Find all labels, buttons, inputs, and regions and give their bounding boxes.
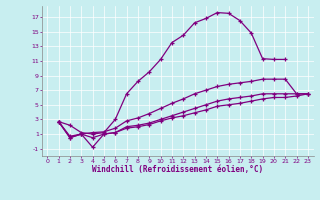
X-axis label: Windchill (Refroidissement éolien,°C): Windchill (Refroidissement éolien,°C) — [92, 165, 263, 174]
